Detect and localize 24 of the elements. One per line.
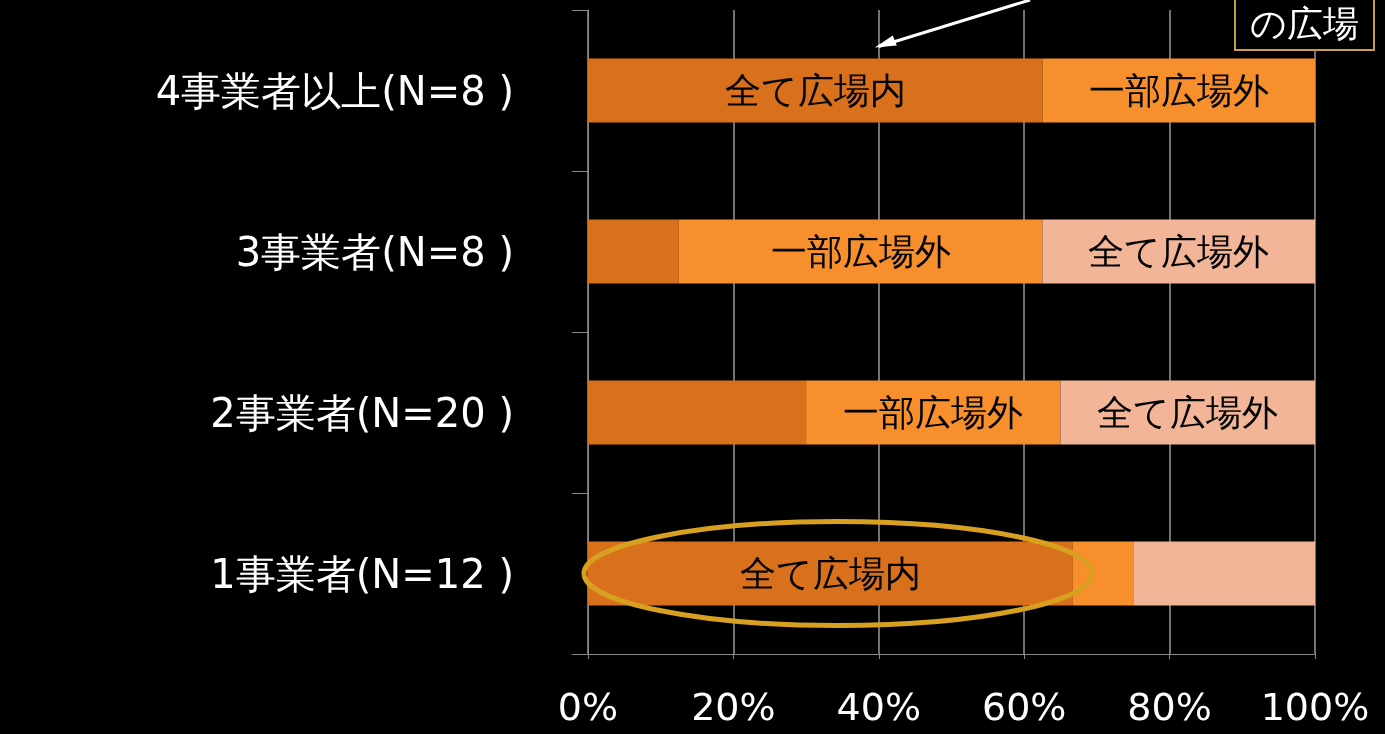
y-tick-label: 4事業者以上(N=8 ) (155, 67, 514, 114)
data-label: 一部広場外 (770, 231, 951, 272)
x-tick-label: 20% (691, 685, 776, 729)
bar (1133, 541, 1315, 606)
data-label: 全て広場外 (1097, 392, 1279, 433)
x-tick-label: 60% (981, 685, 1067, 729)
data-label: 全て広場内 (724, 70, 906, 111)
data-label: 全て広場内 (739, 553, 921, 594)
y-tick-label: 3事業者(N=8 ) (235, 228, 514, 275)
data-label: 一部広場外 (843, 392, 1024, 433)
bar (588, 58, 1043, 123)
x-tick-label: 80% (1127, 685, 1212, 729)
y-tick-label: 1事業者(N=12 ) (210, 550, 514, 597)
x-tick-label: 0% (557, 685, 619, 729)
x-tick-label: 40% (836, 685, 922, 729)
data-label: 全て広場外 (1088, 231, 1270, 272)
y-tick-label: 2事業者(N=20 ) (210, 389, 514, 436)
x-tick-label: 100% (1260, 685, 1370, 729)
bar (1072, 541, 1134, 606)
bar (678, 219, 1043, 284)
annotation: の広場 (1234, 0, 1375, 51)
bar (588, 219, 679, 284)
data-label: 一部広場外 (1088, 70, 1269, 111)
bar (588, 380, 807, 445)
